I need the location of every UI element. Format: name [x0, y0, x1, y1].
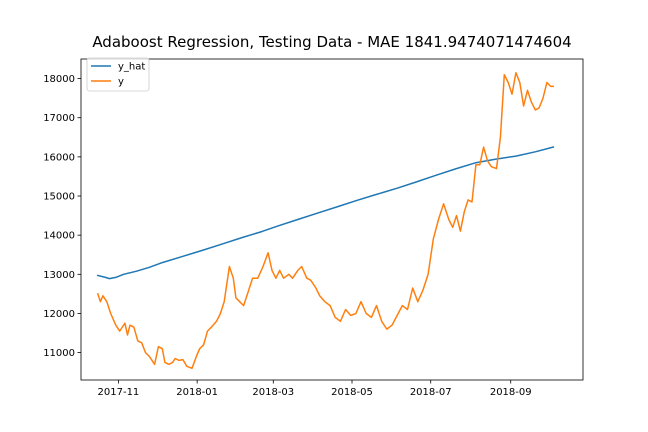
x-tick-label: 2017-11 [98, 387, 140, 398]
series-line-y-hat [96, 146, 555, 280]
legend-label: y_hat [118, 62, 145, 73]
y-tick-label: 11000 [43, 348, 75, 359]
y-tick-label: 12000 [43, 309, 75, 320]
y-tick-label: 15000 [43, 192, 75, 203]
y-tick-label: 18000 [43, 74, 75, 85]
y-tick-label: 14000 [43, 231, 75, 242]
y-tick-label: 13000 [43, 270, 75, 281]
plot-frame [80, 58, 584, 381]
x-tick-label: 2018-05 [331, 387, 373, 398]
x-tick-label: 2018-09 [490, 387, 532, 398]
x-tick-label: 2018-03 [252, 387, 294, 398]
legend-label: y [118, 77, 124, 88]
x-tick-label: 2018-01 [176, 387, 218, 398]
series-line-y [96, 71, 555, 370]
y-tick-label: 16000 [43, 152, 75, 163]
x-tick-label: 2018-07 [410, 387, 452, 398]
axes: 2017-11 2018-01 2018-03 2018-05 2018-07 2018-… [43, 58, 584, 398]
y-tick-label: 17000 [43, 113, 75, 124]
chart-title: Adaboost Regression, Testing Data - MAE … [92, 33, 571, 51]
series-lines [96, 71, 555, 370]
